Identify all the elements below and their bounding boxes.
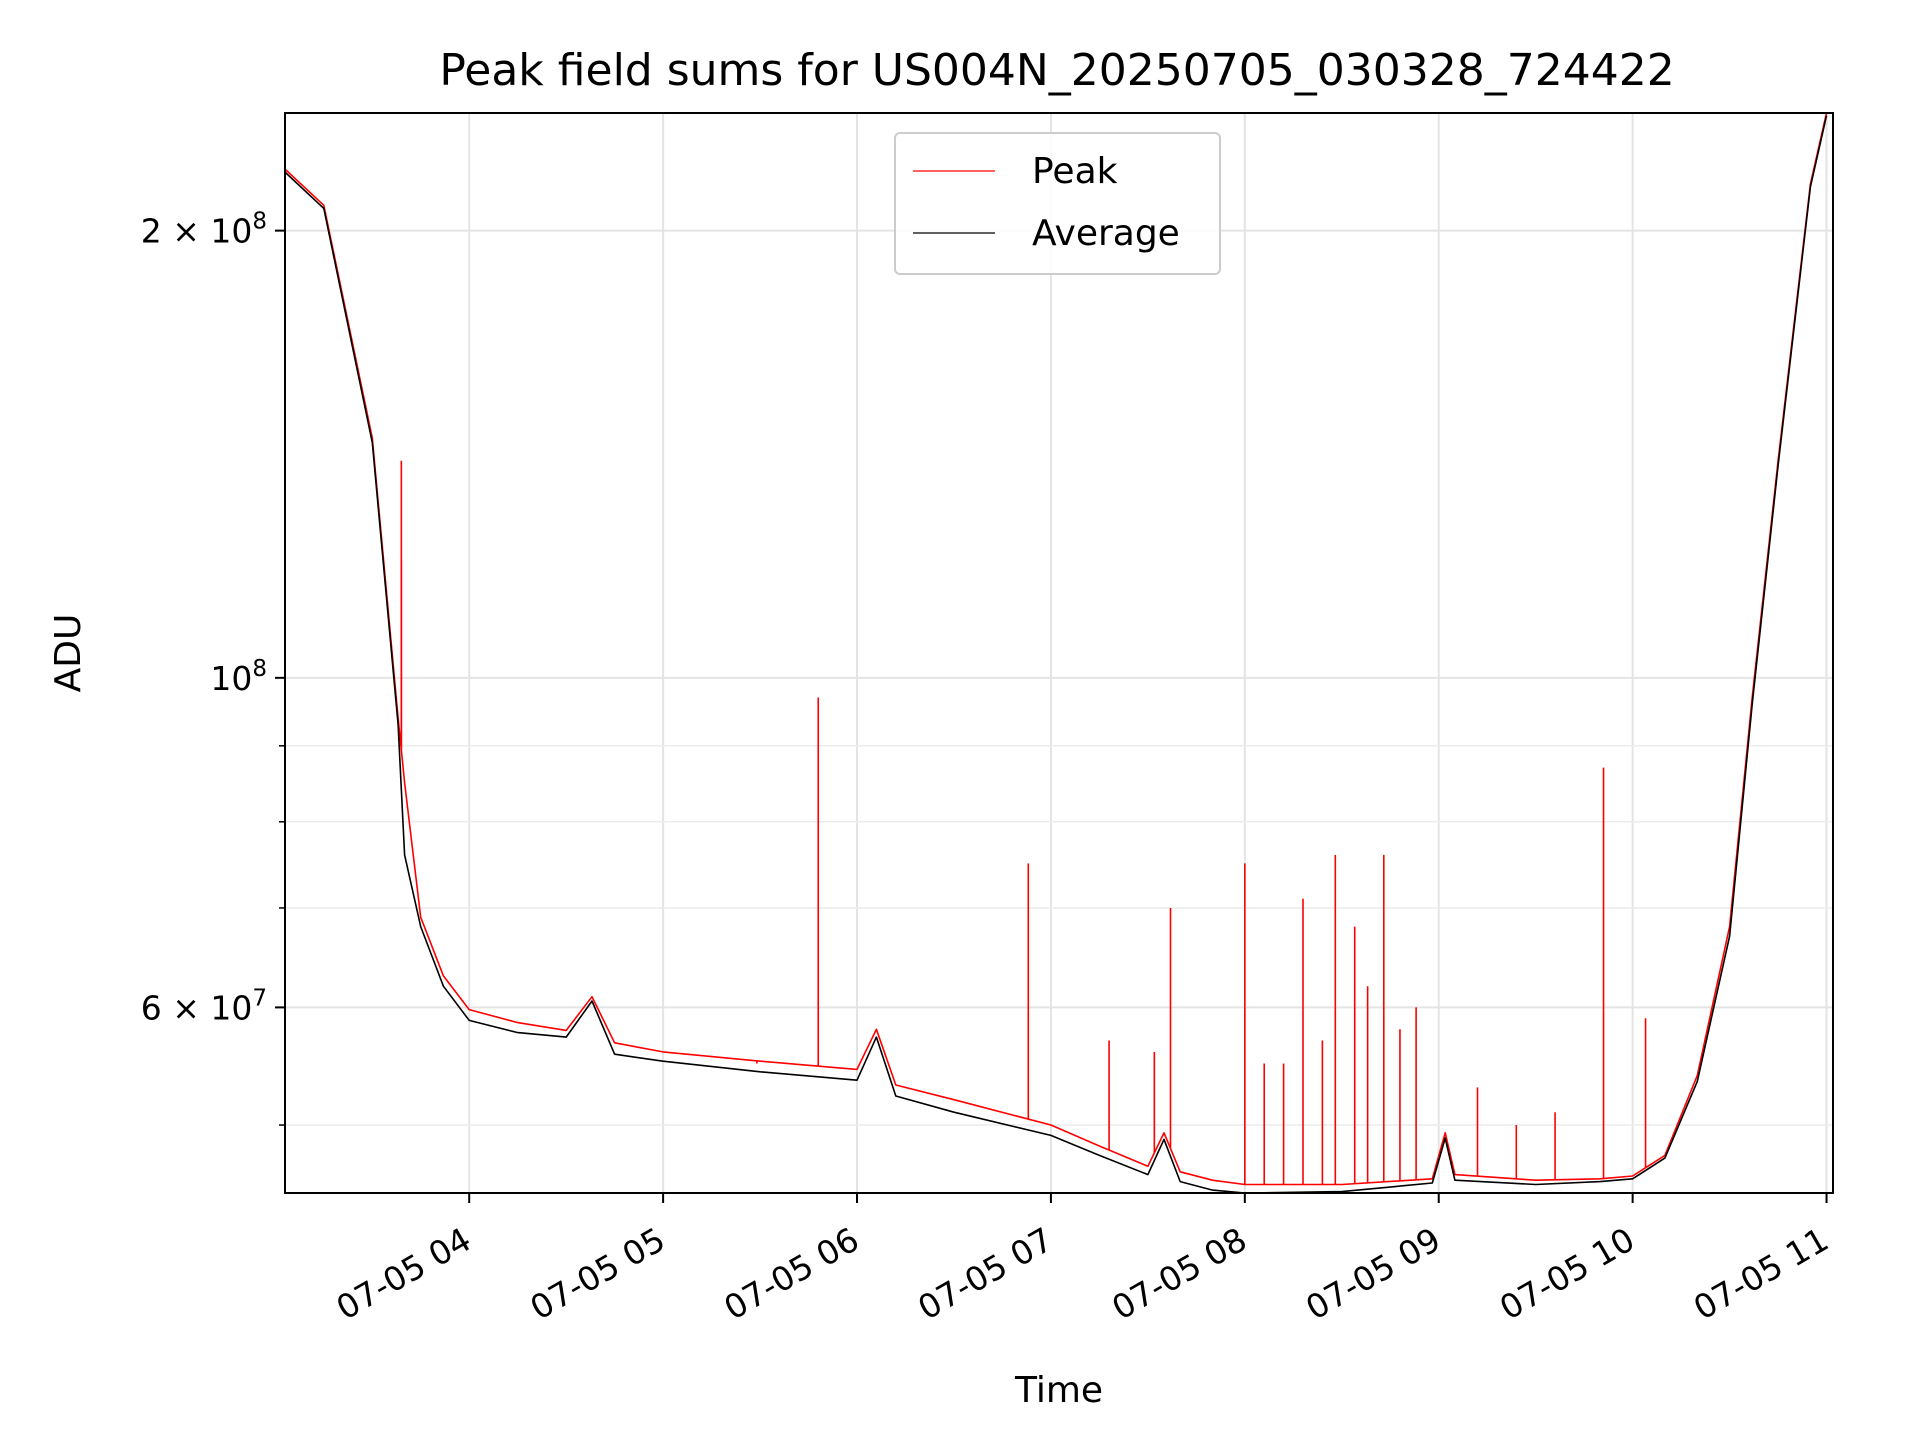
y-tick-label: 2 × 108 bbox=[141, 209, 267, 251]
chart-title: Peak field sums for US004N_20250705_0303… bbox=[439, 45, 1674, 96]
legend: Peak Average bbox=[894, 132, 1221, 275]
legend-label-peak: Peak bbox=[1032, 151, 1118, 192]
y-tick-label: 6 × 107 bbox=[141, 985, 267, 1027]
series-layer bbox=[285, 113, 1828, 1193]
grid bbox=[285, 113, 1833, 1193]
plot-frame bbox=[284, 112, 1834, 1194]
series-line-peak bbox=[285, 113, 1828, 1186]
y-axis-label: ADU bbox=[48, 614, 89, 693]
series-line-average bbox=[285, 115, 1828, 1193]
legend-label-average: Average bbox=[1032, 213, 1180, 254]
legend-box bbox=[894, 132, 1221, 275]
x-axis-label: Time bbox=[1014, 1370, 1103, 1411]
